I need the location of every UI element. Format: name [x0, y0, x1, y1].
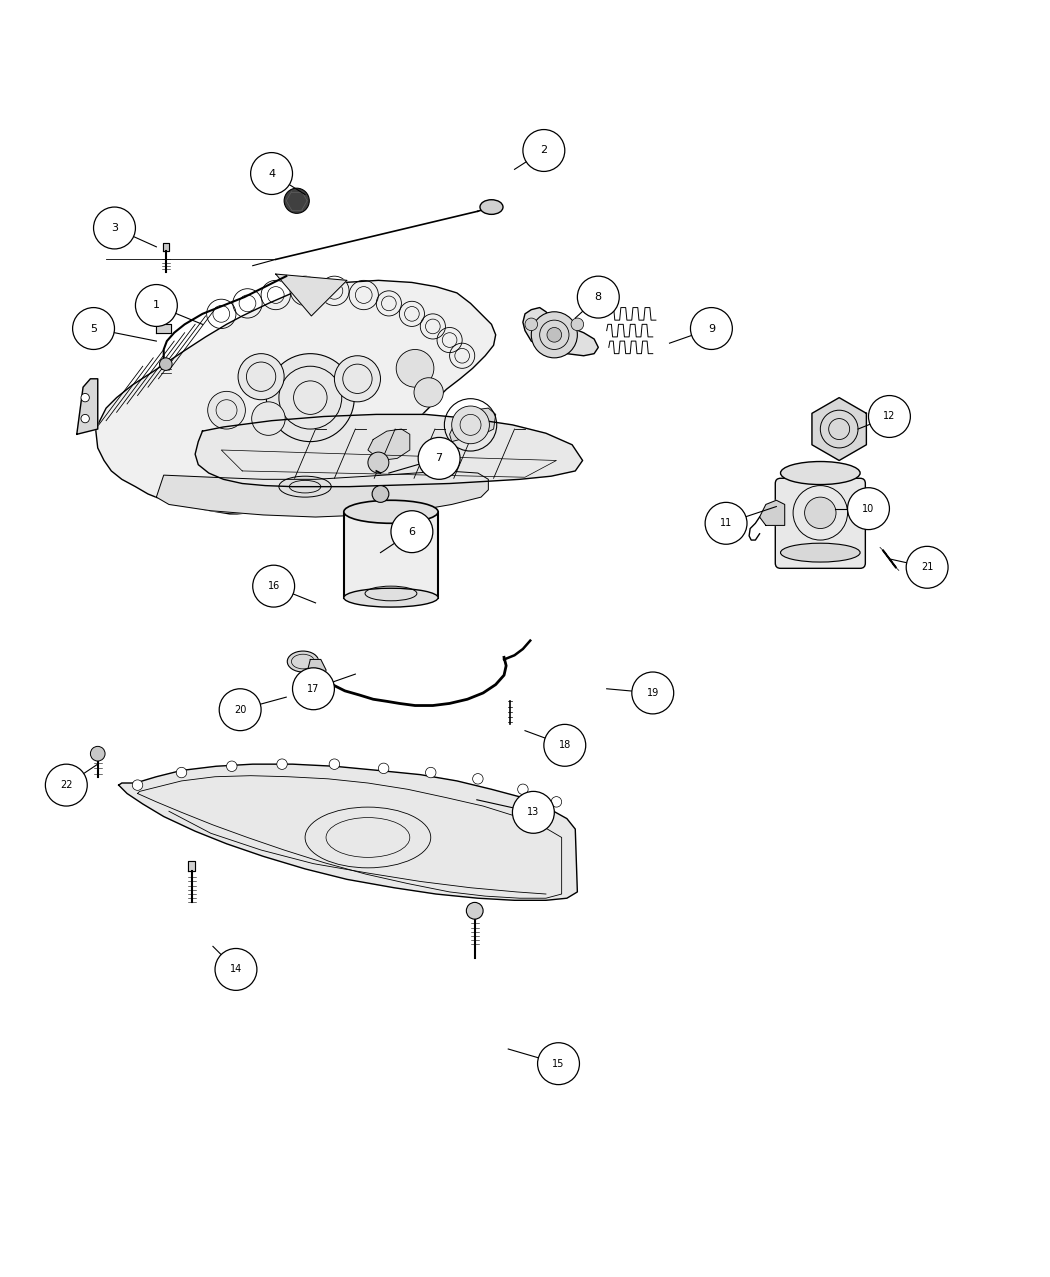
Circle shape [472, 774, 483, 784]
Text: 8: 8 [594, 292, 602, 303]
Polygon shape [195, 415, 583, 487]
Circle shape [706, 502, 747, 544]
Polygon shape [156, 324, 171, 333]
Circle shape [176, 767, 187, 778]
Text: 21: 21 [921, 562, 933, 572]
Ellipse shape [804, 497, 836, 529]
Circle shape [372, 485, 388, 502]
Circle shape [285, 188, 310, 213]
Polygon shape [163, 243, 169, 252]
Circle shape [215, 949, 257, 991]
Circle shape [219, 688, 261, 730]
Circle shape [132, 780, 143, 790]
Circle shape [238, 354, 285, 400]
Circle shape [160, 358, 172, 370]
Text: 18: 18 [559, 741, 571, 751]
Circle shape [691, 308, 732, 350]
Text: 10: 10 [862, 503, 875, 513]
Ellipse shape [343, 589, 438, 607]
Circle shape [227, 761, 237, 771]
Circle shape [547, 327, 562, 342]
Circle shape [253, 566, 295, 607]
Text: 15: 15 [552, 1059, 565, 1069]
Circle shape [391, 511, 433, 553]
Circle shape [208, 391, 246, 429]
Circle shape [378, 764, 388, 774]
Circle shape [525, 318, 538, 331]
Text: 1: 1 [153, 300, 160, 310]
Circle shape [571, 318, 584, 331]
Text: 7: 7 [436, 453, 443, 464]
Circle shape [90, 746, 105, 761]
Circle shape [538, 1043, 580, 1084]
Circle shape [418, 438, 460, 479]
Polygon shape [523, 308, 598, 356]
Ellipse shape [780, 461, 860, 484]
Circle shape [396, 350, 434, 387]
Circle shape [135, 285, 177, 327]
Circle shape [868, 396, 910, 438]
Circle shape [251, 152, 293, 194]
Circle shape [414, 378, 443, 407]
Text: 3: 3 [111, 223, 118, 232]
Text: 4: 4 [268, 169, 275, 179]
Polygon shape [368, 429, 410, 461]
Ellipse shape [279, 476, 331, 497]
Polygon shape [449, 409, 496, 442]
Circle shape [334, 356, 380, 402]
Text: 22: 22 [60, 780, 72, 790]
Circle shape [329, 759, 339, 770]
Polygon shape [119, 764, 578, 900]
Circle shape [466, 903, 483, 919]
Circle shape [72, 308, 114, 350]
Polygon shape [96, 281, 496, 513]
FancyBboxPatch shape [343, 512, 438, 598]
Polygon shape [188, 861, 195, 871]
Text: 2: 2 [541, 146, 547, 156]
Circle shape [847, 488, 889, 530]
Circle shape [81, 415, 89, 423]
Circle shape [293, 668, 334, 710]
Text: 6: 6 [408, 526, 416, 536]
Circle shape [531, 312, 578, 358]
Polygon shape [276, 275, 347, 315]
Polygon shape [77, 379, 98, 434]
Circle shape [267, 354, 354, 442]
Circle shape [632, 672, 674, 714]
Text: 16: 16 [268, 581, 279, 591]
Text: 9: 9 [708, 323, 715, 333]
Ellipse shape [288, 651, 319, 672]
Polygon shape [812, 397, 866, 461]
Text: 5: 5 [90, 323, 97, 333]
Circle shape [544, 724, 586, 766]
Circle shape [368, 452, 388, 472]
Circle shape [425, 767, 436, 778]
Polygon shape [156, 471, 488, 517]
Ellipse shape [780, 543, 860, 562]
Circle shape [452, 406, 489, 443]
Circle shape [906, 547, 948, 589]
Circle shape [551, 797, 562, 807]
Text: 19: 19 [647, 688, 659, 699]
Circle shape [45, 764, 87, 806]
Text: 20: 20 [234, 705, 247, 715]
Circle shape [81, 393, 89, 402]
FancyBboxPatch shape [775, 479, 865, 568]
Text: 14: 14 [230, 964, 243, 974]
Ellipse shape [343, 501, 438, 524]
Circle shape [93, 207, 135, 249]
Text: 11: 11 [720, 518, 732, 529]
Circle shape [512, 792, 554, 834]
Circle shape [578, 276, 619, 318]
Circle shape [518, 784, 528, 794]
Text: 17: 17 [308, 683, 319, 693]
Circle shape [523, 129, 565, 171]
Circle shape [252, 402, 286, 435]
Polygon shape [308, 659, 327, 682]
Circle shape [277, 759, 288, 770]
Polygon shape [759, 501, 784, 525]
Ellipse shape [480, 199, 503, 215]
Text: 13: 13 [527, 807, 540, 817]
Text: 12: 12 [883, 411, 896, 421]
